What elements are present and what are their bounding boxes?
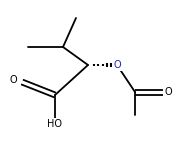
Text: O: O (164, 87, 172, 97)
Text: O: O (9, 75, 17, 85)
Text: O: O (113, 60, 121, 70)
Text: HO: HO (48, 119, 62, 129)
